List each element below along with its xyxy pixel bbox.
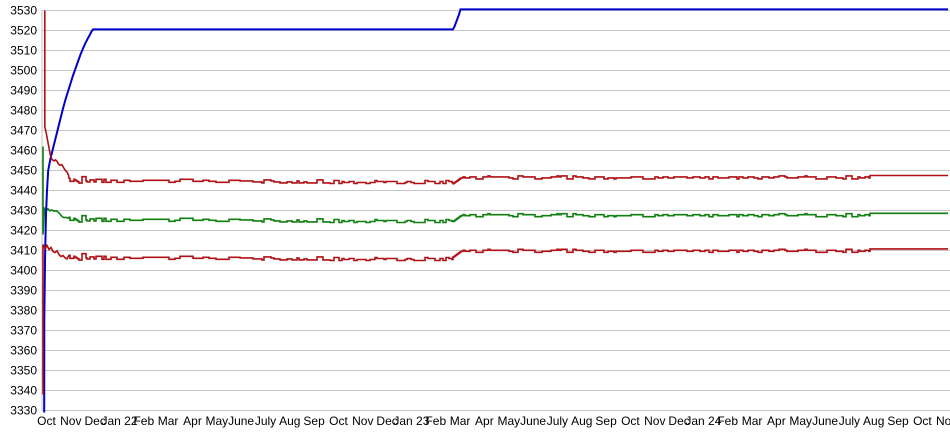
svg-text:Jan 23: Jan 23 xyxy=(393,414,429,428)
svg-text:Feb: Feb xyxy=(425,414,446,428)
svg-text:3480: 3480 xyxy=(10,103,37,117)
svg-text:3350: 3350 xyxy=(10,363,37,377)
svg-text:3370: 3370 xyxy=(10,323,37,337)
svg-text:Oct: Oct xyxy=(329,414,348,428)
svg-text:3470: 3470 xyxy=(10,123,37,137)
svg-text:Nov: Nov xyxy=(936,414,950,428)
svg-text:3430: 3430 xyxy=(10,203,37,217)
svg-text:3380: 3380 xyxy=(10,303,37,317)
svg-text:May: May xyxy=(497,414,520,428)
svg-text:Apr: Apr xyxy=(767,414,786,428)
svg-text:3360: 3360 xyxy=(10,343,37,357)
svg-text:Jan 22: Jan 22 xyxy=(101,414,137,428)
svg-text:3340: 3340 xyxy=(10,383,37,397)
svg-text:Oct: Oct xyxy=(913,414,932,428)
svg-text:Aug: Aug xyxy=(571,414,592,428)
svg-text:3530: 3530 xyxy=(10,3,37,17)
svg-text:Dec: Dec xyxy=(85,414,106,428)
svg-text:3450: 3450 xyxy=(10,163,37,177)
svg-text:3460: 3460 xyxy=(10,143,37,157)
svg-text:July: July xyxy=(255,414,276,428)
svg-text:3400: 3400 xyxy=(10,263,37,277)
svg-text:Feb: Feb xyxy=(717,414,738,428)
svg-text:3420: 3420 xyxy=(10,223,37,237)
svg-text:Nov: Nov xyxy=(352,414,373,428)
svg-text:June: June xyxy=(228,414,254,428)
svg-text:Jan 24: Jan 24 xyxy=(685,414,721,428)
svg-text:3330: 3330 xyxy=(10,403,37,417)
svg-text:Apr: Apr xyxy=(183,414,202,428)
svg-text:3410: 3410 xyxy=(10,243,37,257)
svg-text:Mar: Mar xyxy=(742,414,763,428)
svg-text:Dec: Dec xyxy=(376,414,397,428)
svg-text:May: May xyxy=(205,414,228,428)
svg-text:Mar: Mar xyxy=(158,414,179,428)
svg-text:3440: 3440 xyxy=(10,183,37,197)
svg-text:July: July xyxy=(547,414,568,428)
svg-text:Mar: Mar xyxy=(450,414,471,428)
svg-text:3490: 3490 xyxy=(10,83,37,97)
svg-text:3520: 3520 xyxy=(10,23,37,37)
svg-text:Sep: Sep xyxy=(595,414,617,428)
svg-text:May: May xyxy=(789,414,812,428)
svg-text:Dec: Dec xyxy=(668,414,689,428)
svg-text:3510: 3510 xyxy=(10,43,37,57)
svg-text:Sep: Sep xyxy=(303,414,325,428)
svg-text:Oct: Oct xyxy=(621,414,640,428)
svg-text:Aug: Aug xyxy=(863,414,884,428)
svg-text:June: June xyxy=(520,414,546,428)
svg-text:June: June xyxy=(812,414,838,428)
svg-text:Feb: Feb xyxy=(133,414,154,428)
svg-text:Nov: Nov xyxy=(644,414,665,428)
svg-text:Sep: Sep xyxy=(887,414,909,428)
svg-text:Apr: Apr xyxy=(475,414,494,428)
svg-text:Aug: Aug xyxy=(279,414,300,428)
svg-text:3500: 3500 xyxy=(10,63,37,77)
svg-text:July: July xyxy=(839,414,860,428)
svg-text:Nov: Nov xyxy=(60,414,81,428)
svg-text:3390: 3390 xyxy=(10,283,37,297)
svg-text:Oct: Oct xyxy=(37,414,56,428)
